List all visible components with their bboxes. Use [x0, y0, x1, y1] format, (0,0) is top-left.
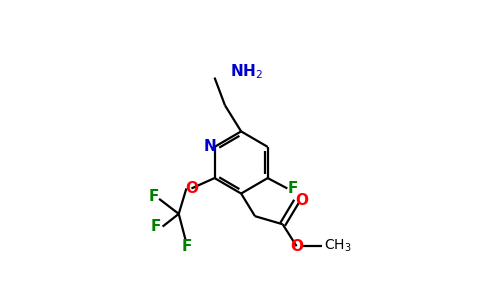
Text: O: O — [290, 239, 303, 254]
Text: O: O — [185, 181, 198, 196]
Text: O: O — [295, 193, 308, 208]
Text: F: F — [148, 189, 159, 204]
Text: F: F — [288, 181, 298, 196]
Text: N: N — [204, 140, 217, 154]
Text: NH$_2$: NH$_2$ — [229, 62, 262, 81]
Text: F: F — [151, 219, 161, 234]
Text: F: F — [182, 239, 192, 254]
Text: CH$_3$: CH$_3$ — [324, 238, 351, 254]
